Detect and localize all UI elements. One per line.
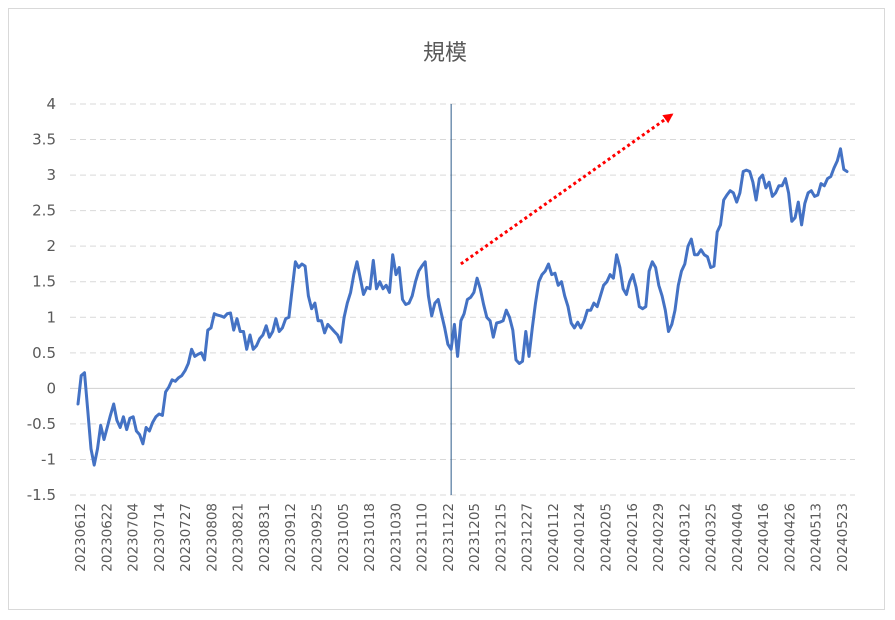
series-line <box>76 147 849 467</box>
x-tick-label-10: 20231005 <box>336 503 352 572</box>
y-tick-label-1: 3.5 <box>32 131 56 149</box>
x-tick-label-16: 20231215 <box>493 503 509 572</box>
x-tick-label-9: 20230925 <box>309 503 325 572</box>
x-tick-label-14: 20231122 <box>441 503 457 572</box>
x-tick-label-8: 20230912 <box>283 503 299 572</box>
x-tick-label-22: 20240229 <box>651 503 667 572</box>
y-tick-label-6: 1 <box>46 308 56 326</box>
y-tick-label-0: 4 <box>46 95 56 113</box>
x-axis-ticks: 20230612 20230622 20230704 20230714 20230727… <box>73 503 851 572</box>
trend-arrow-group <box>460 113 674 266</box>
x-tick-label-19: 20240124 <box>572 503 588 572</box>
x-tick-label-3: 20230714 <box>152 503 168 572</box>
y-tick-label-11: -1.5 <box>27 486 56 504</box>
x-tick-label-29: 20240523 <box>835 503 851 572</box>
y-axis-ticks: 4 3.5 3 2.5 2 1.5 1 0.5 0 -0.5 -1 -1.5 <box>27 95 56 504</box>
x-tick-label-20: 20240205 <box>599 503 615 572</box>
x-tick-label-12: 20231030 <box>388 503 404 572</box>
x-tick-label-7: 20230831 <box>257 503 273 572</box>
chart-title: 規模 <box>423 41 467 66</box>
x-tick-label-2: 20230704 <box>126 503 142 572</box>
x-tick-label-28: 20240513 <box>809 503 825 572</box>
chart-frame <box>8 8 885 610</box>
y-tick-label-8: 0 <box>46 379 56 397</box>
series-group <box>76 147 849 467</box>
x-tick-label-13: 20231110 <box>415 503 431 572</box>
y-tick-label-7: 0.5 <box>32 344 56 362</box>
x-tick-label-23: 20240312 <box>677 503 693 572</box>
y-tick-label-3: 2.5 <box>32 202 56 220</box>
y-tick-label-10: -1 <box>41 450 56 468</box>
x-tick-label-27: 20240426 <box>782 503 798 572</box>
x-tick-label-4: 20230727 <box>178 503 194 572</box>
y-tick-label-9: -0.5 <box>27 415 56 433</box>
x-tick-label-6: 20230821 <box>231 503 247 572</box>
trend-arrow <box>460 113 674 266</box>
x-tick-label-25: 20240404 <box>730 503 746 572</box>
x-tick-label-21: 20240216 <box>625 503 641 572</box>
x-tick-label-18: 20240112 <box>546 503 562 572</box>
y-tick-label-2: 3 <box>46 166 56 184</box>
grid-lines <box>70 103 855 496</box>
x-tick-label-5: 20230808 <box>204 503 220 572</box>
y-tick-label-4: 2 <box>46 237 56 255</box>
x-tick-label-15: 20231205 <box>467 503 483 572</box>
y-tick-label-5: 1.5 <box>32 273 56 291</box>
x-tick-label-24: 20240325 <box>704 503 720 572</box>
x-tick-label-0: 20230612 <box>73 503 89 572</box>
x-tick-label-1: 20230622 <box>99 503 115 572</box>
x-tick-label-11: 20231018 <box>362 503 378 572</box>
x-tick-label-17: 20231227 <box>520 503 536 572</box>
x-tick-label-26: 20240416 <box>756 503 772 572</box>
